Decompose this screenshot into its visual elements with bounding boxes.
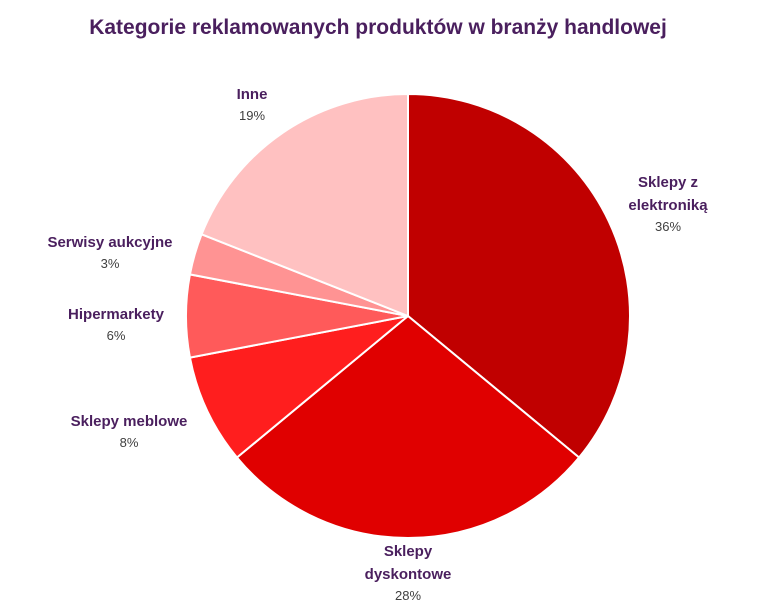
slice-category-label: Serwisy aukcyjne bbox=[47, 234, 172, 251]
slice-percent-label: 8% bbox=[120, 435, 139, 450]
slice-percent-label: 28% bbox=[395, 588, 421, 603]
pie-slices bbox=[185, 92, 631, 539]
slice-category-label: Hipermarkety bbox=[68, 306, 165, 323]
pie-slice bbox=[407, 92, 631, 459]
pie-slice bbox=[200, 92, 409, 318]
slice-category-label: dyskontowe bbox=[365, 566, 452, 583]
slice-category-label: Sklepy meblowe bbox=[71, 413, 188, 430]
pie-slice bbox=[188, 315, 409, 459]
chart-title: Kategorie reklamowanych produktów w bran… bbox=[89, 16, 667, 39]
slice-category-label: elektroniką bbox=[628, 197, 708, 214]
pie-labels: Sklepy z elektroniką 36% Sklepy dyskontowe 28… bbox=[47, 86, 708, 603]
slice-category-label: Sklepy z bbox=[638, 174, 698, 191]
slice-category-label: Sklepy bbox=[384, 543, 433, 560]
slice-percent-label: 6% bbox=[107, 328, 126, 343]
slice-percent-label: 3% bbox=[101, 256, 120, 271]
slice-percent-label: 19% bbox=[239, 108, 265, 123]
slice-percent-label: 36% bbox=[655, 219, 681, 234]
pie-slice bbox=[235, 314, 581, 539]
slice-category-label: Inne bbox=[237, 86, 268, 103]
